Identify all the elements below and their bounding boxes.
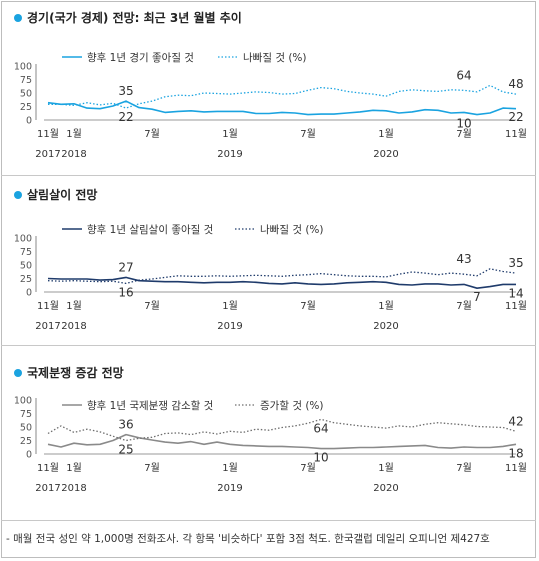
data-label: 14 xyxy=(508,286,523,300)
x-tick-label: 11월 xyxy=(505,462,527,474)
data-label: 22 xyxy=(508,110,523,124)
panel-title-conflict: 국제분쟁 증감 전망 xyxy=(14,364,124,381)
y-tick-label: 100 xyxy=(14,396,32,407)
x-tick-year-label: 2019 xyxy=(217,321,242,332)
legend-label-negative: 나빠질 것 (%) xyxy=(243,52,307,64)
x-tick-label: 11월 xyxy=(505,300,527,312)
series-line-negative xyxy=(47,268,517,285)
data-label: 64 xyxy=(456,68,471,82)
x-tick-year-label: 2017 xyxy=(35,483,60,494)
y-tick-label: 25 xyxy=(20,102,32,113)
x-tick-label: 1월 xyxy=(222,128,238,140)
y-tick-label: 50 xyxy=(20,89,32,100)
legend-label-positive: 향후 1년 국제분쟁 감소할 것 xyxy=(87,400,213,412)
panel-divider xyxy=(1,175,536,176)
x-tick-label: 1월 xyxy=(222,300,238,312)
x-tick-label: 1월 xyxy=(66,128,82,140)
x-tick-label: 7월 xyxy=(144,128,160,140)
series-line-positive xyxy=(47,433,517,450)
y-tick-label: 50 xyxy=(20,261,32,272)
x-tick-year-label: 2019 xyxy=(217,483,242,494)
y-tick-label: 50 xyxy=(20,423,32,434)
y-tick-label: 100 xyxy=(14,62,32,73)
panel-divider xyxy=(1,345,536,346)
footnote: - 매월 전국 성인 약 1,000명 전화조사. 각 항목 '비슷하다' 포함… xyxy=(6,533,490,545)
x-tick-year-label: 2020 xyxy=(373,149,398,160)
x-tick-label: 1월 xyxy=(66,462,82,474)
x-tick-year-label: 2017 xyxy=(35,321,60,332)
legend-label-positive: 향후 1년 살림살이 좋아질 것 xyxy=(87,224,213,236)
y-tick-label: 0 xyxy=(26,116,32,127)
legend-label-negative: 나빠질 것 (%) xyxy=(260,224,324,236)
x-tick-label: 1월 xyxy=(66,300,82,312)
y-tick-label: 75 xyxy=(20,75,32,86)
y-tick-label: 75 xyxy=(20,409,32,420)
x-tick-year-label: 2020 xyxy=(373,483,398,494)
data-label: 48 xyxy=(508,77,523,91)
x-tick-label: 1월 xyxy=(378,128,394,140)
data-label: 35 xyxy=(118,84,133,98)
legend-label-positive: 향후 1년 경기 좋아질 것 xyxy=(87,51,194,64)
y-tick-label: 100 xyxy=(14,234,32,245)
x-tick-label: 11월 xyxy=(37,462,59,474)
bullet-dot-icon xyxy=(14,13,22,22)
conflict-chart: 0 25 50 75 100 향후 1년 국제분쟁 감소할 것 증가할 것 (%) 36 25 6… xyxy=(14,396,527,495)
series-line-positive xyxy=(47,100,517,116)
data-label: 25 xyxy=(118,443,133,457)
x-tick-label: 1월 xyxy=(378,300,394,312)
data-label: 64 xyxy=(313,421,328,435)
x-tick-label: 7월 xyxy=(300,462,316,474)
series-line-negative xyxy=(48,84,517,109)
y-tick-label: 0 xyxy=(26,450,32,461)
x-tick-year-label: 2018 xyxy=(61,149,86,160)
x-tick-label: 1월 xyxy=(222,462,238,474)
y-tick-label: 0 xyxy=(26,288,32,299)
data-label: 27 xyxy=(118,260,133,274)
x-tick-year-label: 2019 xyxy=(217,149,242,160)
y-tick-label: 25 xyxy=(20,436,32,447)
x-tick-label: 7월 xyxy=(456,300,472,312)
data-label: 10 xyxy=(456,117,471,131)
data-label: 18 xyxy=(508,446,523,460)
data-label: 10 xyxy=(313,451,328,465)
x-tick-label: 7월 xyxy=(144,462,160,474)
x-tick-year-label: 2017 xyxy=(35,149,60,160)
x-tick-label: 1월 xyxy=(378,462,394,474)
x-tick-label: 7월 xyxy=(456,128,472,140)
x-tick-label: 11월 xyxy=(37,128,59,140)
bullet-dot-icon xyxy=(14,190,22,199)
panel-title-economy-text: 경기(국가 경제) 전망: 최근 3년 월별 추이 xyxy=(27,11,242,25)
x-tick-label: 7월 xyxy=(300,128,316,140)
x-tick-year-label: 2018 xyxy=(61,321,86,332)
data-label: 36 xyxy=(118,418,133,432)
data-label: 22 xyxy=(118,110,133,124)
data-label: 35 xyxy=(508,256,523,270)
y-tick-label: 75 xyxy=(20,247,32,258)
series-line-positive xyxy=(47,276,516,289)
panel-title-conflict-text: 국제분쟁 증감 전망 xyxy=(27,366,124,380)
livelihood-chart: 0 25 50 75 100 향후 1년 살림살이 좋아질 것 나빠질 것 (%) 27 16 4… xyxy=(14,224,527,332)
economy-chart: 0 25 50 75 100 향후 1년 경기 좋아질 것 나빠질 것 (%) 35 22 64 1… xyxy=(14,51,527,160)
data-label: 43 xyxy=(456,252,471,266)
panel-title-economy: 경기(국가 경제) 전망: 최근 3년 월별 추이 xyxy=(14,9,242,26)
x-tick-year-label: 2018 xyxy=(61,483,86,494)
legend-label-negative: 증가할 것 (%) xyxy=(260,400,324,412)
bullet-dot-icon xyxy=(14,368,22,377)
x-tick-label: 7월 xyxy=(300,300,316,312)
x-tick-label: 7월 xyxy=(144,300,160,312)
data-label: 16 xyxy=(118,285,133,299)
panel-title-livelihood-text: 살림살이 전망 xyxy=(27,188,98,202)
y-tick-label: 25 xyxy=(20,274,32,285)
panel-title-livelihood: 살림살이 전망 xyxy=(14,186,97,203)
data-label: 7 xyxy=(473,290,481,304)
data-label: 42 xyxy=(508,414,523,428)
x-tick-label: 7월 xyxy=(456,462,472,474)
x-tick-label: 11월 xyxy=(37,300,59,312)
x-tick-year-label: 2020 xyxy=(373,321,398,332)
x-tick-label: 11월 xyxy=(505,128,527,140)
series-line-negative xyxy=(47,418,517,442)
panel-divider xyxy=(1,520,536,521)
